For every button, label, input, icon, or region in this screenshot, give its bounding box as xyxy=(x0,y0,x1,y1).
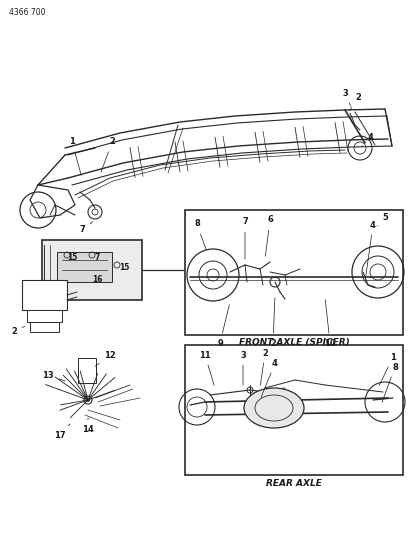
Bar xyxy=(185,210,403,335)
Bar xyxy=(27,310,62,322)
Text: 13: 13 xyxy=(42,370,65,381)
Text: 3: 3 xyxy=(342,88,351,107)
Ellipse shape xyxy=(244,388,304,428)
Text: 8: 8 xyxy=(382,362,398,402)
Text: 12: 12 xyxy=(95,351,116,366)
Text: 4366 700: 4366 700 xyxy=(9,8,46,17)
Bar xyxy=(22,280,67,310)
Text: 1: 1 xyxy=(379,352,396,385)
Bar xyxy=(185,345,403,475)
Text: 7: 7 xyxy=(242,217,248,259)
Text: 2: 2 xyxy=(350,93,361,111)
Bar xyxy=(42,240,142,300)
Text: 2: 2 xyxy=(270,298,276,348)
Text: 11: 11 xyxy=(199,351,214,385)
Bar xyxy=(57,252,112,282)
Text: 9: 9 xyxy=(217,305,229,348)
Text: 1: 1 xyxy=(69,138,81,175)
Text: 2: 2 xyxy=(260,349,268,385)
Bar xyxy=(30,322,59,332)
Text: 7: 7 xyxy=(79,222,93,235)
Bar xyxy=(78,358,96,383)
Text: 4: 4 xyxy=(261,359,278,398)
Text: 4: 4 xyxy=(366,221,376,279)
Circle shape xyxy=(86,399,89,401)
Text: 2: 2 xyxy=(11,326,24,336)
Text: 4: 4 xyxy=(362,133,373,146)
Text: 2: 2 xyxy=(101,138,115,172)
Text: 3: 3 xyxy=(240,351,246,385)
Text: REAR AXLE: REAR AXLE xyxy=(266,479,322,488)
Text: 17: 17 xyxy=(54,424,70,440)
Text: 15: 15 xyxy=(67,254,77,262)
Text: 6: 6 xyxy=(265,215,273,256)
Text: 15: 15 xyxy=(119,262,129,271)
Text: 14: 14 xyxy=(82,418,94,434)
Text: 8: 8 xyxy=(194,220,206,249)
Text: 10: 10 xyxy=(324,300,336,348)
Text: 16: 16 xyxy=(92,276,102,285)
Text: FRONT AXLE (SPICER): FRONT AXLE (SPICER) xyxy=(239,338,349,348)
Text: 7: 7 xyxy=(94,254,100,262)
Text: 5: 5 xyxy=(377,214,388,226)
